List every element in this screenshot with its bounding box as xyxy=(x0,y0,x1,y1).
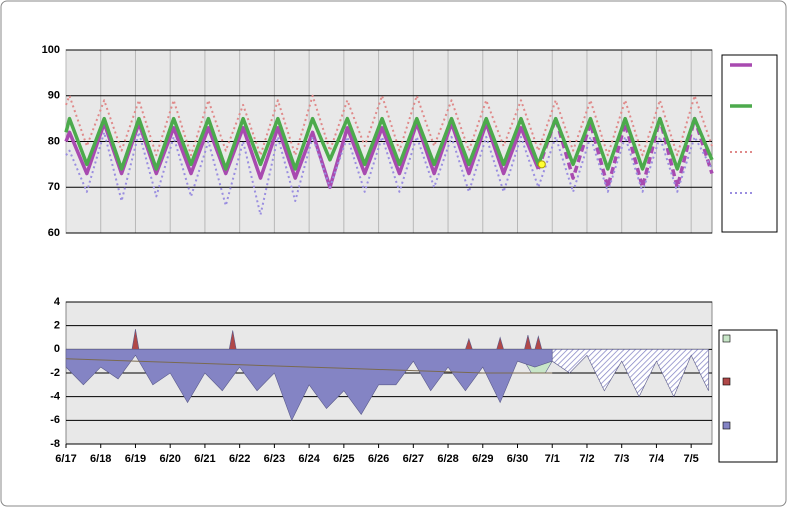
x-tick-label: 6/24 xyxy=(298,453,320,465)
series-line xyxy=(64,116,714,171)
y-tick-label: 90 xyxy=(48,90,60,102)
x-tick-label: 7/1 xyxy=(545,453,560,465)
y-tick-label: 2 xyxy=(54,320,60,332)
x-tick-label: 6/22 xyxy=(229,453,250,465)
x-tick-label: 6/21 xyxy=(194,453,215,465)
x-tick-label: 6/25 xyxy=(333,453,354,465)
series-area xyxy=(65,349,553,422)
y-tick-label: -6 xyxy=(50,414,60,426)
x-tick-label: 6/28 xyxy=(437,453,458,465)
x-tick-label: 7/5 xyxy=(684,453,699,465)
y-tick-label: -2 xyxy=(50,367,60,379)
x-tick-label: 6/23 xyxy=(264,453,285,465)
x-tick-label: 6/18 xyxy=(90,453,111,465)
series-line xyxy=(65,131,713,216)
legend-box xyxy=(718,329,778,463)
y-tick-label: -8 xyxy=(50,438,60,450)
x-tick-label: 6/26 xyxy=(368,453,389,465)
x-tick-label: 6/19 xyxy=(125,453,146,465)
legend-swatch xyxy=(722,377,731,386)
x-tick-label: 6/27 xyxy=(403,453,424,465)
x-tick-label: 7/3 xyxy=(614,453,629,465)
y-tick-label: 4 xyxy=(54,296,61,308)
y-tick-label: 60 xyxy=(48,227,60,239)
y-tick-label: 0 xyxy=(54,343,60,355)
legend-box xyxy=(721,54,778,233)
series-line xyxy=(65,94,713,157)
y-tick-label: 70 xyxy=(48,181,60,193)
x-tick-label: 6/30 xyxy=(507,453,528,465)
x-tick-label: 6/20 xyxy=(159,453,180,465)
legend-swatch xyxy=(722,421,731,430)
x-tick-label: 6/17 xyxy=(55,453,76,465)
legend-swatch xyxy=(722,334,731,343)
y-tick-label: 100 xyxy=(42,44,60,56)
x-tick-label: 7/4 xyxy=(649,453,665,465)
series-line xyxy=(536,116,714,189)
y-tick-label: 80 xyxy=(48,135,60,147)
y-tick-label: -4 xyxy=(50,391,61,403)
series-area xyxy=(551,349,709,398)
x-tick-label: 7/2 xyxy=(579,453,594,465)
current-marker xyxy=(537,160,546,169)
x-tick-label: 6/29 xyxy=(472,453,493,465)
series-line xyxy=(65,358,553,374)
